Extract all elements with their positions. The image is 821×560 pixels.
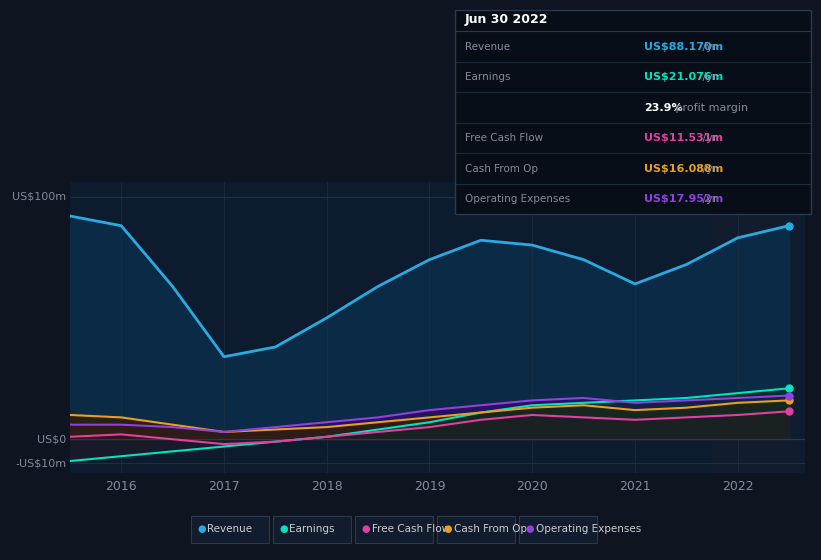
Text: Earnings: Earnings	[290, 524, 335, 534]
Text: Free Cash Flow: Free Cash Flow	[465, 133, 543, 143]
Text: Cash From Op: Cash From Op	[454, 524, 526, 534]
Text: /yr: /yr	[699, 194, 718, 204]
Text: US$21.076m: US$21.076m	[644, 72, 723, 82]
Text: /yr: /yr	[699, 133, 718, 143]
Bar	[712, 182, 800, 473]
Text: ●: ●	[198, 524, 206, 534]
Text: Jun 30 2022: Jun 30 2022	[465, 13, 548, 26]
Text: ●: ●	[279, 524, 288, 534]
Text: Operating Expenses: Operating Expenses	[536, 524, 641, 534]
Text: ●: ●	[444, 524, 452, 534]
Text: /yr: /yr	[699, 72, 718, 82]
Text: US$88.170m: US$88.170m	[644, 41, 722, 52]
Text: Free Cash Flow: Free Cash Flow	[372, 524, 450, 534]
Text: US$16.088m: US$16.088m	[644, 164, 723, 174]
Text: Operating Expenses: Operating Expenses	[465, 194, 570, 204]
Text: profit margin: profit margin	[672, 102, 748, 113]
Text: US$100m: US$100m	[12, 192, 67, 202]
Text: Revenue: Revenue	[208, 524, 252, 534]
Text: US$17.952m: US$17.952m	[644, 194, 723, 204]
Text: /yr: /yr	[699, 41, 718, 52]
Text: Revenue: Revenue	[465, 41, 510, 52]
Text: ●: ●	[362, 524, 370, 534]
Text: ●: ●	[526, 524, 534, 534]
Text: -US$10m: -US$10m	[15, 459, 67, 469]
Text: Earnings: Earnings	[465, 72, 510, 82]
Text: /yr: /yr	[699, 164, 718, 174]
Text: 23.9%: 23.9%	[644, 102, 682, 113]
Text: US$0: US$0	[37, 434, 67, 444]
Text: Cash From Op: Cash From Op	[465, 164, 538, 174]
Text: US$11.531m: US$11.531m	[644, 133, 722, 143]
